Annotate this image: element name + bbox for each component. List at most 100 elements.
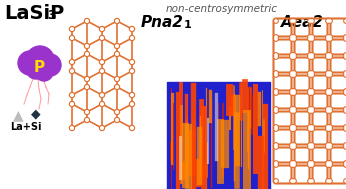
Circle shape: [274, 37, 278, 41]
Circle shape: [291, 144, 293, 146]
Circle shape: [293, 128, 295, 130]
Circle shape: [292, 127, 296, 131]
Circle shape: [86, 78, 88, 80]
Circle shape: [309, 144, 311, 146]
Text: Pna2: Pna2: [140, 15, 183, 30]
Circle shape: [291, 92, 293, 94]
Circle shape: [131, 103, 133, 105]
Circle shape: [101, 103, 103, 105]
Circle shape: [292, 91, 296, 95]
Circle shape: [293, 92, 295, 94]
Circle shape: [293, 144, 295, 146]
Circle shape: [275, 20, 277, 22]
Circle shape: [115, 118, 119, 122]
Circle shape: [274, 107, 278, 111]
Circle shape: [115, 19, 119, 23]
Circle shape: [129, 101, 135, 106]
Circle shape: [290, 125, 294, 129]
Circle shape: [328, 109, 332, 113]
Circle shape: [311, 92, 313, 94]
Circle shape: [344, 143, 346, 147]
Circle shape: [326, 91, 330, 95]
Circle shape: [345, 92, 346, 94]
Circle shape: [129, 60, 135, 64]
Circle shape: [329, 92, 331, 94]
Circle shape: [129, 92, 135, 98]
Circle shape: [84, 84, 90, 90]
Circle shape: [326, 145, 330, 149]
Circle shape: [84, 77, 90, 81]
Circle shape: [115, 77, 119, 81]
Circle shape: [84, 51, 90, 57]
Circle shape: [291, 20, 293, 22]
Circle shape: [327, 144, 329, 146]
Circle shape: [275, 164, 277, 166]
Circle shape: [100, 101, 104, 106]
Circle shape: [71, 28, 73, 30]
Circle shape: [292, 179, 296, 183]
Circle shape: [293, 146, 295, 148]
Circle shape: [291, 162, 293, 164]
Circle shape: [309, 38, 311, 40]
Circle shape: [345, 72, 346, 74]
Circle shape: [345, 164, 346, 166]
Circle shape: [311, 38, 313, 40]
Circle shape: [327, 92, 329, 94]
Circle shape: [310, 107, 314, 111]
Circle shape: [310, 55, 314, 59]
Circle shape: [326, 109, 330, 113]
Circle shape: [308, 91, 312, 95]
Circle shape: [291, 38, 293, 40]
Circle shape: [86, 45, 88, 47]
Circle shape: [290, 53, 294, 57]
Circle shape: [292, 163, 296, 167]
Circle shape: [309, 36, 311, 38]
Circle shape: [70, 60, 74, 64]
Circle shape: [293, 38, 295, 40]
Circle shape: [292, 107, 296, 111]
Circle shape: [329, 56, 331, 58]
Circle shape: [116, 20, 118, 22]
Circle shape: [39, 54, 61, 76]
Circle shape: [327, 38, 329, 40]
Circle shape: [275, 56, 277, 58]
Circle shape: [292, 161, 296, 165]
Circle shape: [274, 53, 278, 57]
Circle shape: [101, 28, 103, 30]
Circle shape: [275, 180, 277, 182]
Circle shape: [292, 37, 296, 41]
Circle shape: [310, 89, 314, 93]
Circle shape: [35, 63, 53, 81]
Circle shape: [292, 89, 296, 93]
Circle shape: [344, 161, 346, 165]
Circle shape: [293, 56, 295, 58]
Circle shape: [309, 90, 311, 92]
Circle shape: [290, 143, 294, 147]
Circle shape: [292, 19, 296, 23]
Circle shape: [328, 143, 332, 147]
Circle shape: [308, 127, 312, 131]
Circle shape: [328, 35, 332, 39]
Circle shape: [345, 54, 346, 56]
Circle shape: [311, 180, 313, 182]
Circle shape: [290, 107, 294, 111]
Circle shape: [328, 127, 332, 131]
Circle shape: [71, 61, 73, 63]
Circle shape: [344, 53, 346, 57]
Circle shape: [329, 72, 331, 74]
Circle shape: [310, 145, 314, 149]
Circle shape: [274, 163, 278, 167]
Circle shape: [115, 109, 119, 115]
Circle shape: [327, 180, 329, 182]
Text: Aea2: Aea2: [281, 15, 324, 30]
Circle shape: [345, 36, 346, 38]
Circle shape: [326, 179, 330, 183]
Circle shape: [26, 59, 46, 79]
Circle shape: [310, 53, 314, 57]
Circle shape: [274, 127, 278, 131]
Circle shape: [329, 38, 331, 40]
Circle shape: [329, 74, 331, 76]
Circle shape: [115, 84, 119, 90]
Circle shape: [309, 128, 311, 130]
Circle shape: [100, 125, 104, 130]
